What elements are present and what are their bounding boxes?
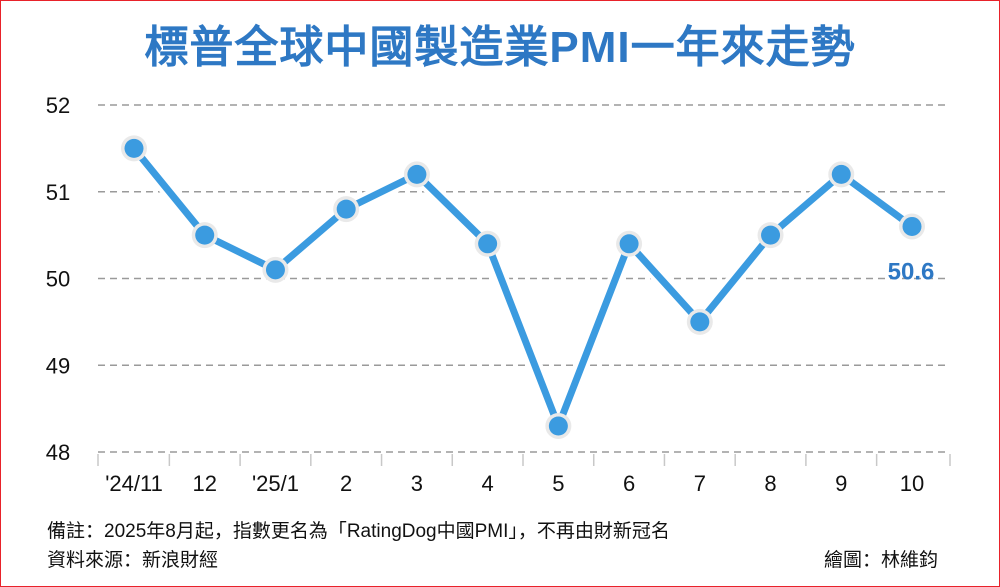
x-tick-label: 4 xyxy=(482,471,494,496)
data-point xyxy=(403,161,430,188)
x-tick-label: '25/1 xyxy=(252,471,299,496)
y-tick-label: 48 xyxy=(46,440,70,465)
x-tick-label: 12 xyxy=(192,471,216,496)
y-tick-label: 50 xyxy=(46,267,70,292)
chart-title: 標普全球中國製造業PMI一年來走勢 xyxy=(144,23,856,72)
data-point-dot xyxy=(336,199,356,219)
data-point xyxy=(545,412,572,439)
data-point-dot xyxy=(831,164,851,184)
x-tick-label: 7 xyxy=(694,471,706,496)
chart-credit: 繪圖：林維鈞 xyxy=(823,550,938,571)
last-value-label: 50.6 xyxy=(888,258,935,285)
data-point xyxy=(757,222,784,249)
x-tick-label: 10 xyxy=(900,471,924,496)
data-point xyxy=(262,256,289,283)
x-tick-label: 8 xyxy=(764,471,776,496)
data-point xyxy=(333,196,360,223)
data-point xyxy=(121,135,147,162)
data-point xyxy=(828,161,855,188)
data-point-dot xyxy=(407,164,427,184)
data-point xyxy=(616,230,643,257)
data-point-dot xyxy=(619,234,639,254)
data-point xyxy=(686,308,713,335)
data-point-dot xyxy=(548,416,568,436)
chart-note: 備註：2025年8月起，指數更名為「RatingDog中國PMI」，不再由財新冠… xyxy=(47,521,670,542)
x-tick-label: 3 xyxy=(411,471,423,496)
data-source: 資料來源：新浪財經 xyxy=(47,550,219,571)
data-point-dot xyxy=(478,234,498,254)
data-point-dot xyxy=(265,260,285,280)
x-tick-label: 6 xyxy=(623,471,635,496)
series-line xyxy=(130,144,916,430)
data-point-dot xyxy=(761,225,781,245)
y-tick-label: 52 xyxy=(46,93,70,118)
y-tick-label: 49 xyxy=(46,353,70,378)
data-point-dot xyxy=(124,138,144,158)
data-point-dot xyxy=(195,225,215,245)
data-point xyxy=(191,222,218,249)
y-tick-label: 51 xyxy=(46,180,70,205)
x-tick-label: 9 xyxy=(835,471,847,496)
x-tick-label: '24/11 xyxy=(105,471,163,496)
data-point xyxy=(899,213,925,240)
data-point-dot xyxy=(902,216,922,236)
x-tick-label: 5 xyxy=(552,471,564,496)
data-point-dot xyxy=(690,312,710,332)
series-line-halo xyxy=(126,140,920,434)
data-point xyxy=(474,230,501,257)
x-tick-label: 2 xyxy=(340,471,352,496)
